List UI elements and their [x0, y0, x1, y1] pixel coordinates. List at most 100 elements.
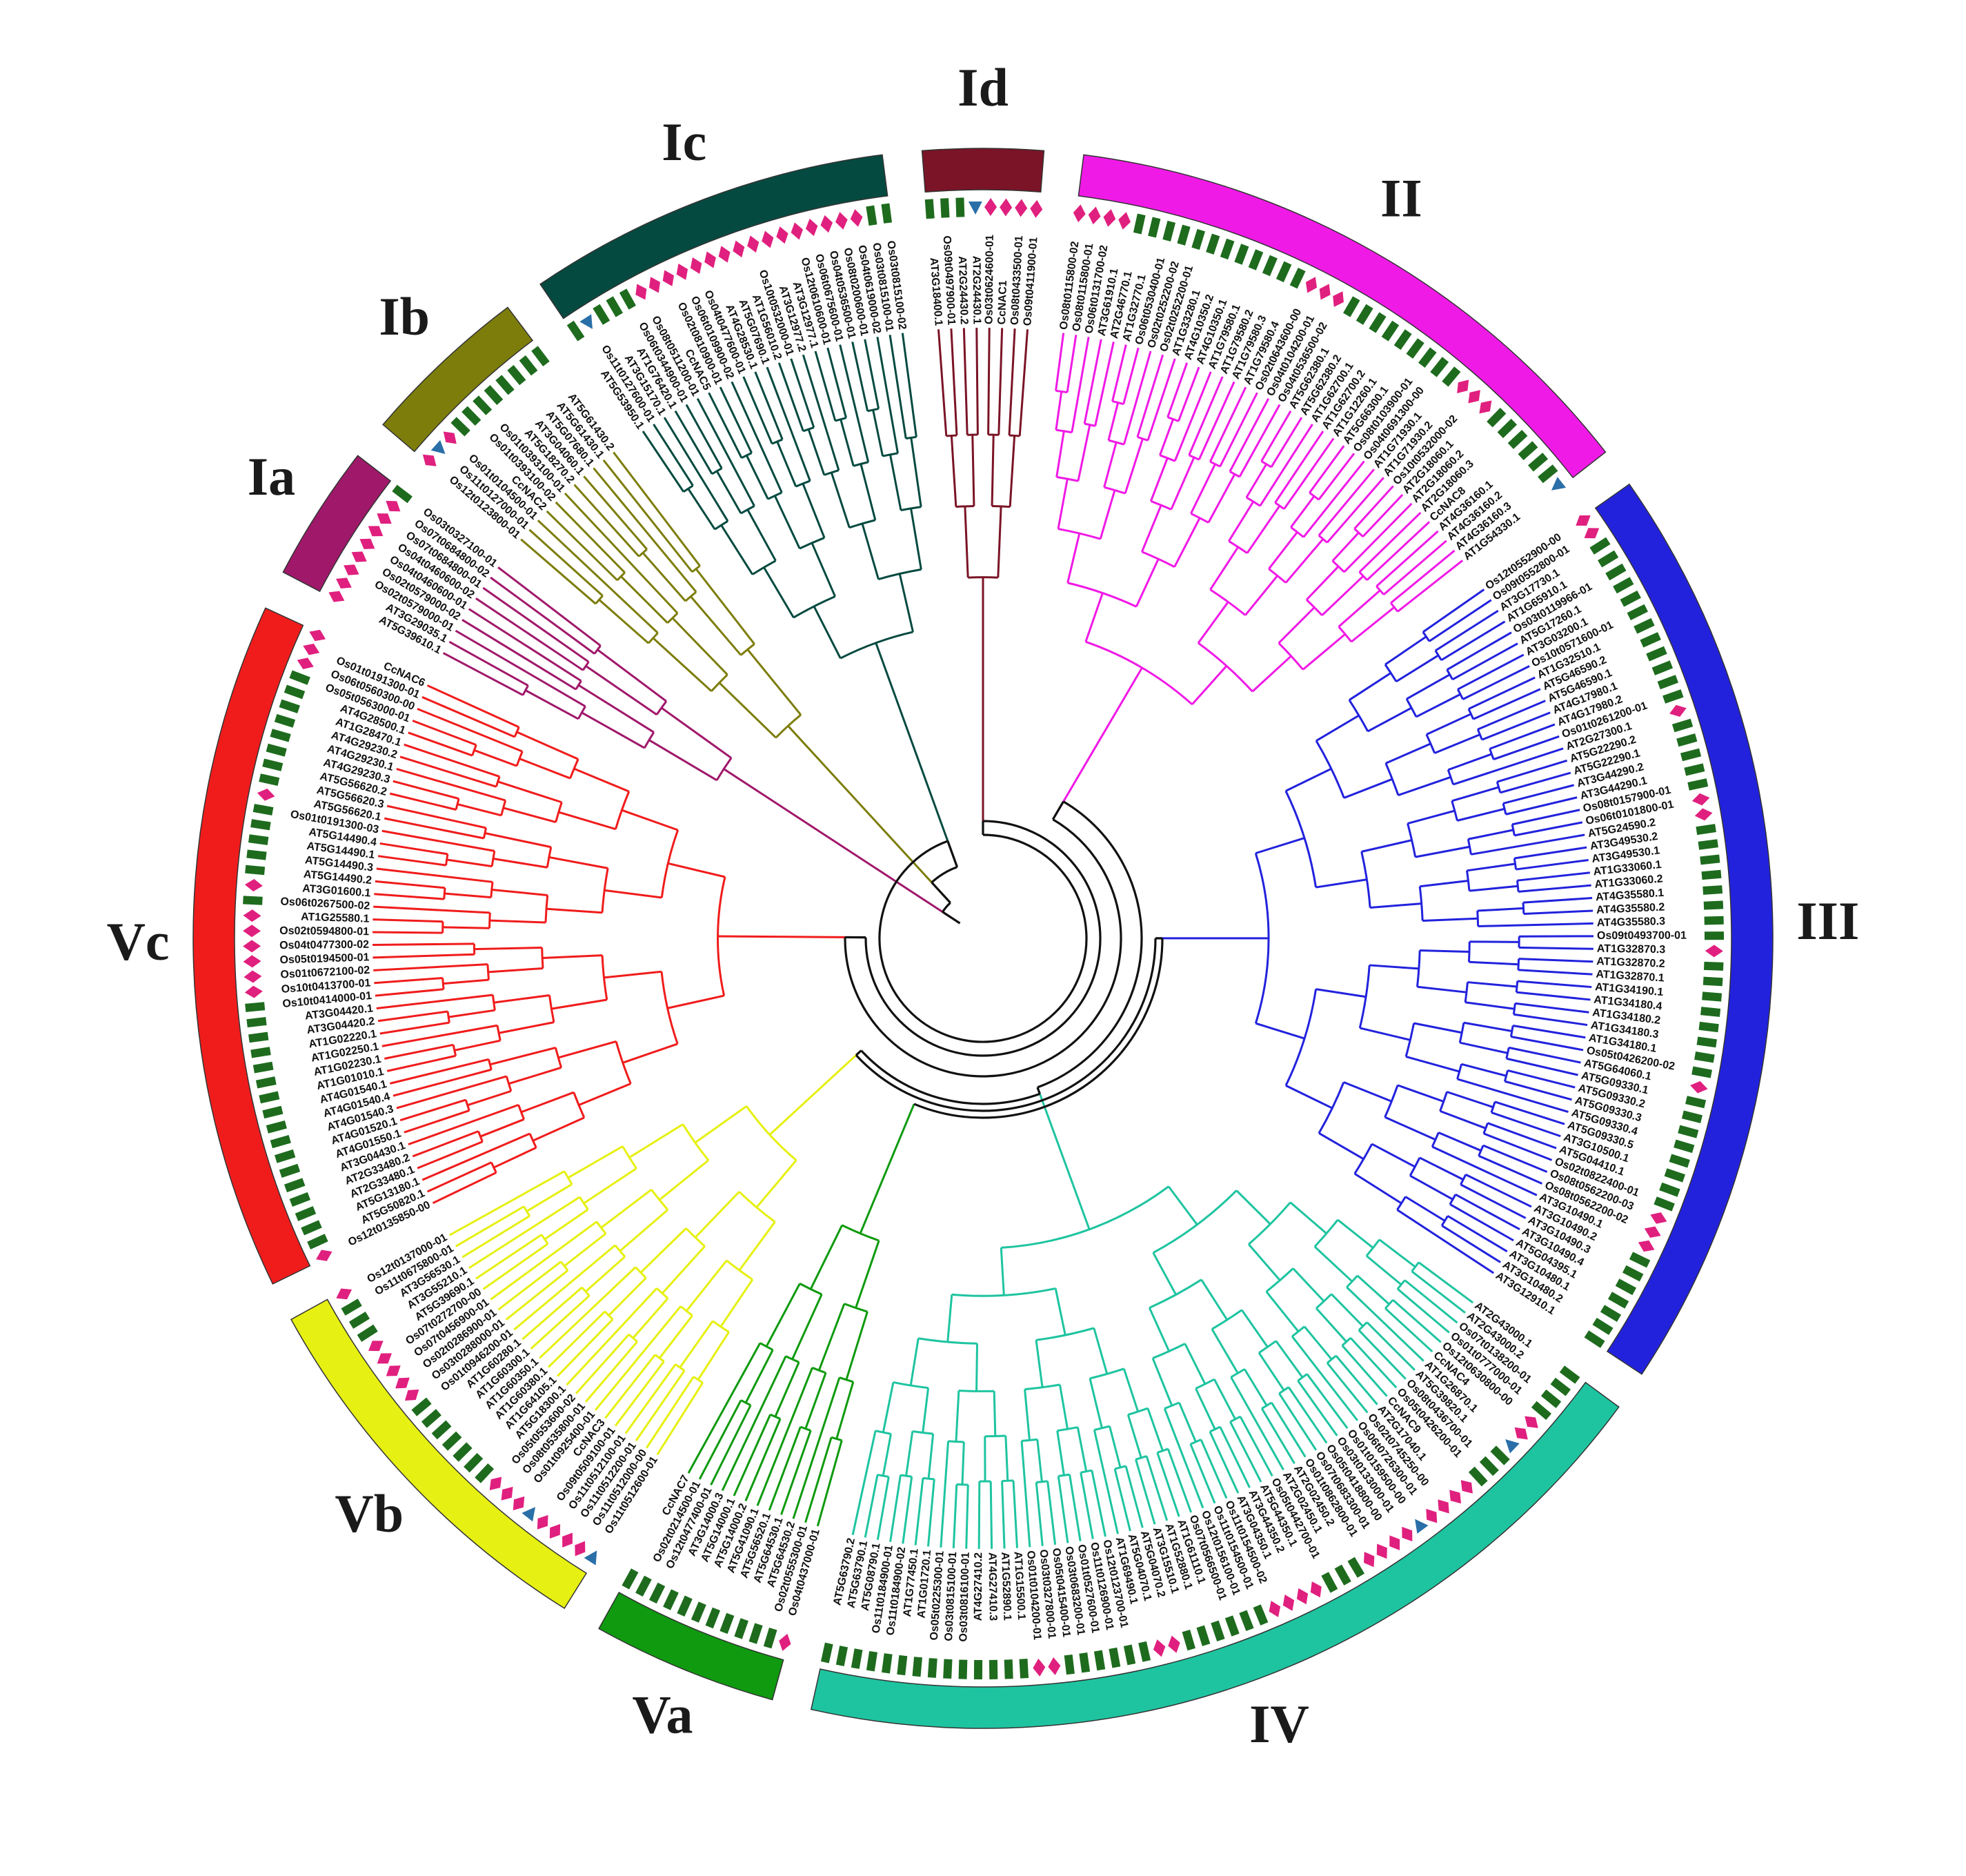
- diamond-marker: [1389, 1535, 1400, 1550]
- clade-iv-leaf-label: Os03t0815100-01: [943, 1551, 959, 1641]
- clade-iv-node-arc: [1080, 1469, 1093, 1474]
- clade-iv-node-stem: [1211, 1328, 1239, 1374]
- bar-marker: [955, 197, 965, 217]
- bar-marker: [421, 1409, 441, 1428]
- clade-va-leaf-branch: [804, 1436, 833, 1523]
- clade-vc-leaf-branch: [390, 1058, 489, 1085]
- bar-marker: [1605, 563, 1627, 581]
- clade-va-leaf-branch: [733, 1414, 772, 1497]
- clade-iv-leaf-branch: [1093, 1430, 1119, 1534]
- bar-marker: [1662, 689, 1684, 704]
- clade-iii-leaf-branch: [1435, 609, 1499, 652]
- clade-va-leaf-branch: [710, 1404, 752, 1485]
- bar-marker: [441, 1431, 462, 1451]
- clade-iv-leaf-branch: [952, 1484, 958, 1549]
- clade-vc-node-stem: [493, 994, 550, 1004]
- clade-id-node-stem: [971, 435, 975, 506]
- bar-marker: [1627, 604, 1649, 620]
- clade-iv-leaf-branch: [1046, 1481, 1057, 1545]
- clade-vc-node-stem: [474, 947, 542, 951]
- clade-iv-node-stem: [1109, 1425, 1122, 1468]
- clade-ic-leaf-branch: [802, 354, 840, 471]
- clade-vc-node-arc: [445, 853, 449, 866]
- clade-ii-leaf-branch: [1122, 350, 1152, 445]
- bar-marker: [719, 1612, 735, 1635]
- bar-marker: [1138, 1641, 1151, 1662]
- bar-marker: [1275, 261, 1292, 283]
- backbone-stem: [942, 911, 961, 925]
- clade-vc-leaf-branch: [373, 931, 443, 934]
- clade-vb-leaf-branch: [594, 1305, 682, 1411]
- clade-iv-node-stem: [1035, 1340, 1044, 1388]
- clade-iii-node-stem: [1426, 713, 1472, 735]
- diamond-marker: [562, 1532, 573, 1548]
- clade-vb-node-stem: [679, 1320, 714, 1368]
- clade-id-leaf-branch: [1008, 328, 1016, 436]
- clade-vc-node-stem: [508, 1066, 562, 1085]
- clade-vc-leaf-branch: [412, 720, 477, 747]
- clade-ic-node-arc: [711, 467, 723, 475]
- clade-vc-node-stem: [516, 731, 579, 760]
- bar-marker: [475, 1463, 495, 1483]
- clade-vb-node-stem: [564, 1232, 607, 1267]
- diamond-marker: [243, 925, 261, 938]
- clade-ii-node-arc: [1137, 436, 1149, 442]
- clade-iii-leaf-branch: [1494, 1100, 1565, 1125]
- clade-id-node-stem: [997, 506, 1002, 578]
- bar-marker: [284, 684, 306, 700]
- clade-iii-node-stem: [1406, 673, 1451, 700]
- clade-ii-node-arc: [1318, 534, 1328, 544]
- clade-ib-leaf-branch: [564, 493, 679, 614]
- diamond-marker: [850, 209, 863, 227]
- clade-ii-node-arc: [1353, 528, 1364, 537]
- diamond-marker: [1479, 400, 1492, 414]
- bar-marker: [606, 296, 623, 317]
- clade-iii-node-stem: [1463, 1021, 1513, 1032]
- clade-vc-leaf-branch: [417, 707, 523, 753]
- clade-iv-node-arc: [877, 1473, 889, 1478]
- clade-ic-node-arc: [714, 520, 728, 531]
- clade-id-leaf-branch: [987, 328, 991, 435]
- clade-iii-leaf-branch: [1422, 589, 1485, 633]
- clade-ii-node-stem: [1057, 478, 1069, 529]
- clade-ia-leaf-branch: [482, 586, 590, 663]
- clade-vb-leaf-branch: [656, 1382, 704, 1456]
- diamond-marker: [747, 235, 759, 253]
- clade-iii-leaf-branch: [1478, 1154, 1543, 1185]
- clade-iii-node-stem: [1434, 733, 1480, 754]
- clade-iv-leaf-branch: [1346, 1286, 1424, 1362]
- clade-iv-leaf-label: AT4G27410.2: [973, 1552, 985, 1621]
- clade-iv-node-stem: [1004, 1435, 1009, 1481]
- bar-marker: [1109, 1647, 1121, 1668]
- clade-iv-leaf-branch: [902, 1477, 913, 1544]
- clade-vc-node-stem: [621, 809, 679, 831]
- clade-iv-leaf-branch: [1411, 1270, 1466, 1314]
- clade-vc-node-arc: [660, 829, 679, 898]
- clade-vc-leaf-branch: [396, 1075, 507, 1109]
- bar-marker: [1559, 1365, 1580, 1384]
- clade-iv-leaf-label: AT1G52890.1: [999, 1552, 1013, 1621]
- diamond-marker: [1514, 1427, 1528, 1440]
- clade-id-node-stem: [1009, 435, 1016, 507]
- clade-iii-leaf-branch: [1460, 1183, 1527, 1219]
- backbone-arc: [864, 820, 1102, 1057]
- clade-ii-leaf-branch: [1353, 485, 1394, 530]
- diamond-marker: [1694, 808, 1713, 821]
- clade-iv-leaf-branch: [1287, 1386, 1328, 1444]
- bar-marker: [593, 304, 610, 325]
- clade-ii-node-arc: [1274, 502, 1285, 510]
- clade-va-leaf-branch: [756, 1367, 813, 1506]
- backbone-arc: [942, 902, 951, 913]
- clade-ib-node-stem: [652, 637, 713, 692]
- clade-ii-node-arc: [1067, 582, 1137, 608]
- clade-vc-leaf-branch: [384, 817, 484, 840]
- clade-vb-node-stem: [658, 1159, 709, 1201]
- bar-marker: [1220, 238, 1235, 260]
- bar-marker: [1381, 320, 1400, 342]
- clade-iii-leaf-label: AT4G35580.1: [1595, 887, 1664, 904]
- diamond-marker: [718, 246, 731, 263]
- clade-vb-node-arc: [628, 1333, 638, 1343]
- bar-marker: [927, 1658, 937, 1678]
- clade-iv-node-stem: [927, 1433, 935, 1479]
